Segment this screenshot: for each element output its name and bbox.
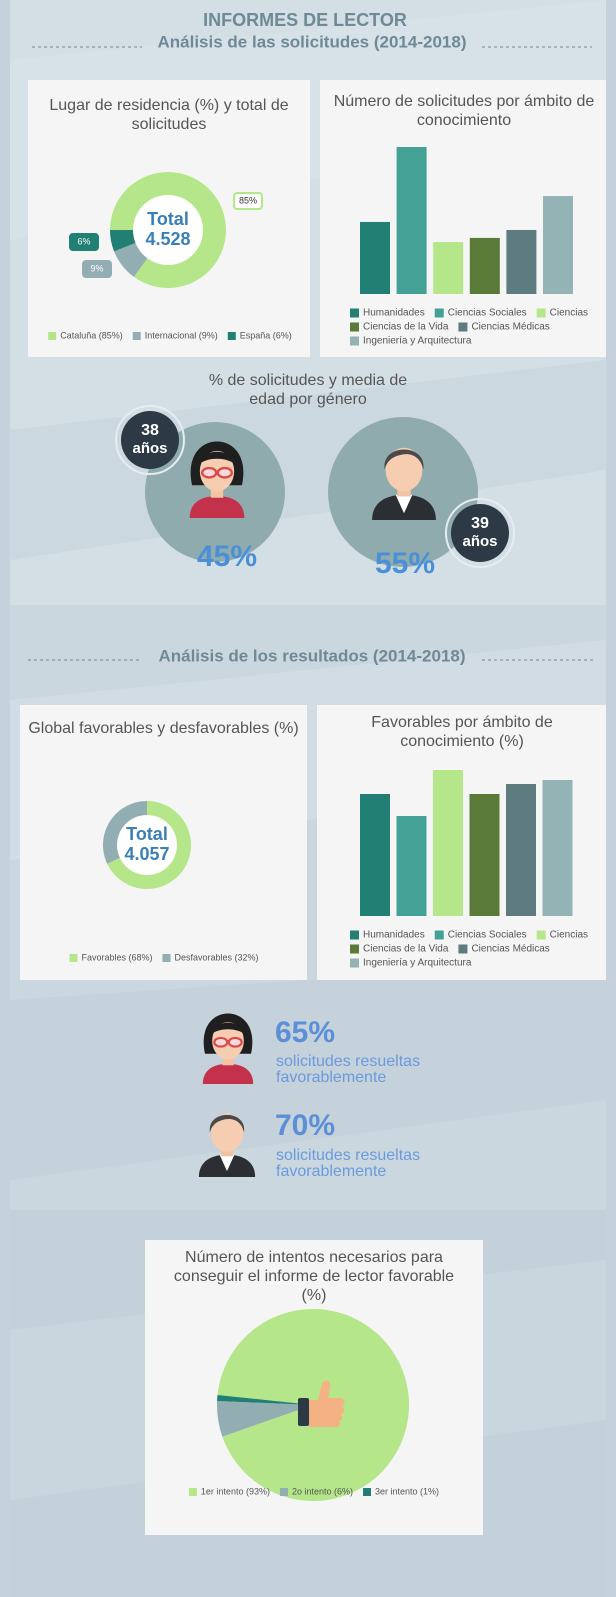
legend-swatch <box>280 1488 288 1496</box>
bar <box>433 770 463 916</box>
legend-label: Ingeniería y Arquitectura <box>363 336 472 347</box>
header-subtitle: Análisis de las solicitudes (2014-2018) <box>158 32 467 51</box>
percent: 55% <box>375 547 435 580</box>
legend-swatch <box>189 1488 197 1496</box>
section-title: % de solicitudes y media de edad por gén… <box>200 371 416 409</box>
chart-title: Favorables por ámbito de conocimiento (%… <box>350 713 574 751</box>
legend-swatch <box>363 1488 371 1496</box>
data-label: 9% <box>90 263 103 273</box>
legend-swatch <box>350 337 359 346</box>
legend-swatch <box>69 954 77 962</box>
bar <box>543 780 573 916</box>
legend-swatch <box>435 931 444 940</box>
legend-label: Ciencias <box>550 308 588 319</box>
percent: 45% <box>197 540 257 573</box>
center-value: 4.057 <box>124 844 169 864</box>
chart-title: Lugar de residencia (%) y total de solic… <box>34 96 304 134</box>
bar <box>433 242 463 294</box>
legend-label: Desfavorables (32%) <box>174 952 258 962</box>
legend-label: Internacional (9%) <box>145 330 218 340</box>
legend-label: Ingeniería y Arquitectura <box>363 958 472 969</box>
bar <box>470 794 500 916</box>
data-label: 85% <box>239 195 257 205</box>
bar <box>470 238 500 294</box>
legend-label: Ciencias Médicas <box>471 322 549 333</box>
age: 38 <box>141 422 159 439</box>
age-unit: años <box>132 440 167 457</box>
bar <box>506 230 536 294</box>
legend-label: España (6%) <box>240 330 292 340</box>
legend-swatch <box>458 945 467 954</box>
legend-swatch <box>435 309 444 318</box>
legend-label: Favorables (68%) <box>81 952 152 962</box>
legend-label: 3er intento (1%) <box>375 1486 439 1496</box>
chart-title: Global favorables y desfavorables (%) <box>26 719 301 738</box>
infographic: INFORMES DE LECTOR Análisis de las solic… <box>0 0 616 1597</box>
bar <box>397 147 427 294</box>
legend-swatch <box>48 332 56 340</box>
bar <box>506 784 536 916</box>
data-label: 6% <box>77 236 90 246</box>
legend-label: Ciencias de la Vida <box>363 944 449 955</box>
legend-label: Ciencias Sociales <box>448 308 527 319</box>
legend-swatch <box>537 309 546 318</box>
legend-swatch <box>228 332 236 340</box>
legend-label: Ciencias Médicas <box>471 944 549 955</box>
legend-swatch <box>350 931 359 940</box>
legend-label: Ciencias Sociales <box>448 930 527 941</box>
legend-label: Humanidades <box>363 930 425 941</box>
legend-label: Humanidades <box>363 308 425 319</box>
woman-icon <box>190 442 245 518</box>
woman-icon <box>203 1013 253 1084</box>
legend-swatch <box>133 332 141 340</box>
legend-swatch <box>350 959 359 968</box>
center-value: 4.528 <box>145 229 190 249</box>
favorable-text: solicitudes resueltas favorablemente <box>276 1054 466 1086</box>
bar <box>360 222 390 294</box>
legend-swatch <box>350 945 359 954</box>
bar <box>543 196 573 294</box>
legend-label: Ciencias <box>550 930 588 941</box>
chart-title: Número de solicitudes por ámbito de cono… <box>325 92 603 130</box>
legend-swatch <box>350 323 359 332</box>
legend-swatch <box>350 309 359 318</box>
bar <box>397 816 427 916</box>
center-title: Total <box>147 209 189 229</box>
legend-label: Cataluña (85%) <box>60 330 123 340</box>
bar <box>360 794 390 916</box>
chart-title: Número de intentos necesarios para conse… <box>165 1248 463 1305</box>
legend-swatch <box>162 954 170 962</box>
legend-label: 1er intento (93%) <box>201 1486 270 1496</box>
center-title: Total <box>126 824 168 844</box>
legend-label: Ciencias de la Vida <box>363 322 449 333</box>
age-unit: años <box>462 533 497 550</box>
percent: 70% <box>275 1109 335 1142</box>
percent: 65% <box>275 1016 335 1049</box>
legend-label: 2o intento (6%) <box>292 1486 353 1496</box>
infographic-graphics: INFORMES DE LECTOR Análisis de las solic… <box>0 0 616 1597</box>
legend-swatch <box>537 931 546 940</box>
section-title: Análisis de los resultados (2014-2018) <box>158 646 465 665</box>
age: 39 <box>471 515 489 532</box>
favorable-text: solicitudes resueltas favorablemente <box>276 1148 466 1180</box>
header-title: INFORMES DE LECTOR <box>203 10 407 30</box>
legend-swatch <box>458 323 467 332</box>
